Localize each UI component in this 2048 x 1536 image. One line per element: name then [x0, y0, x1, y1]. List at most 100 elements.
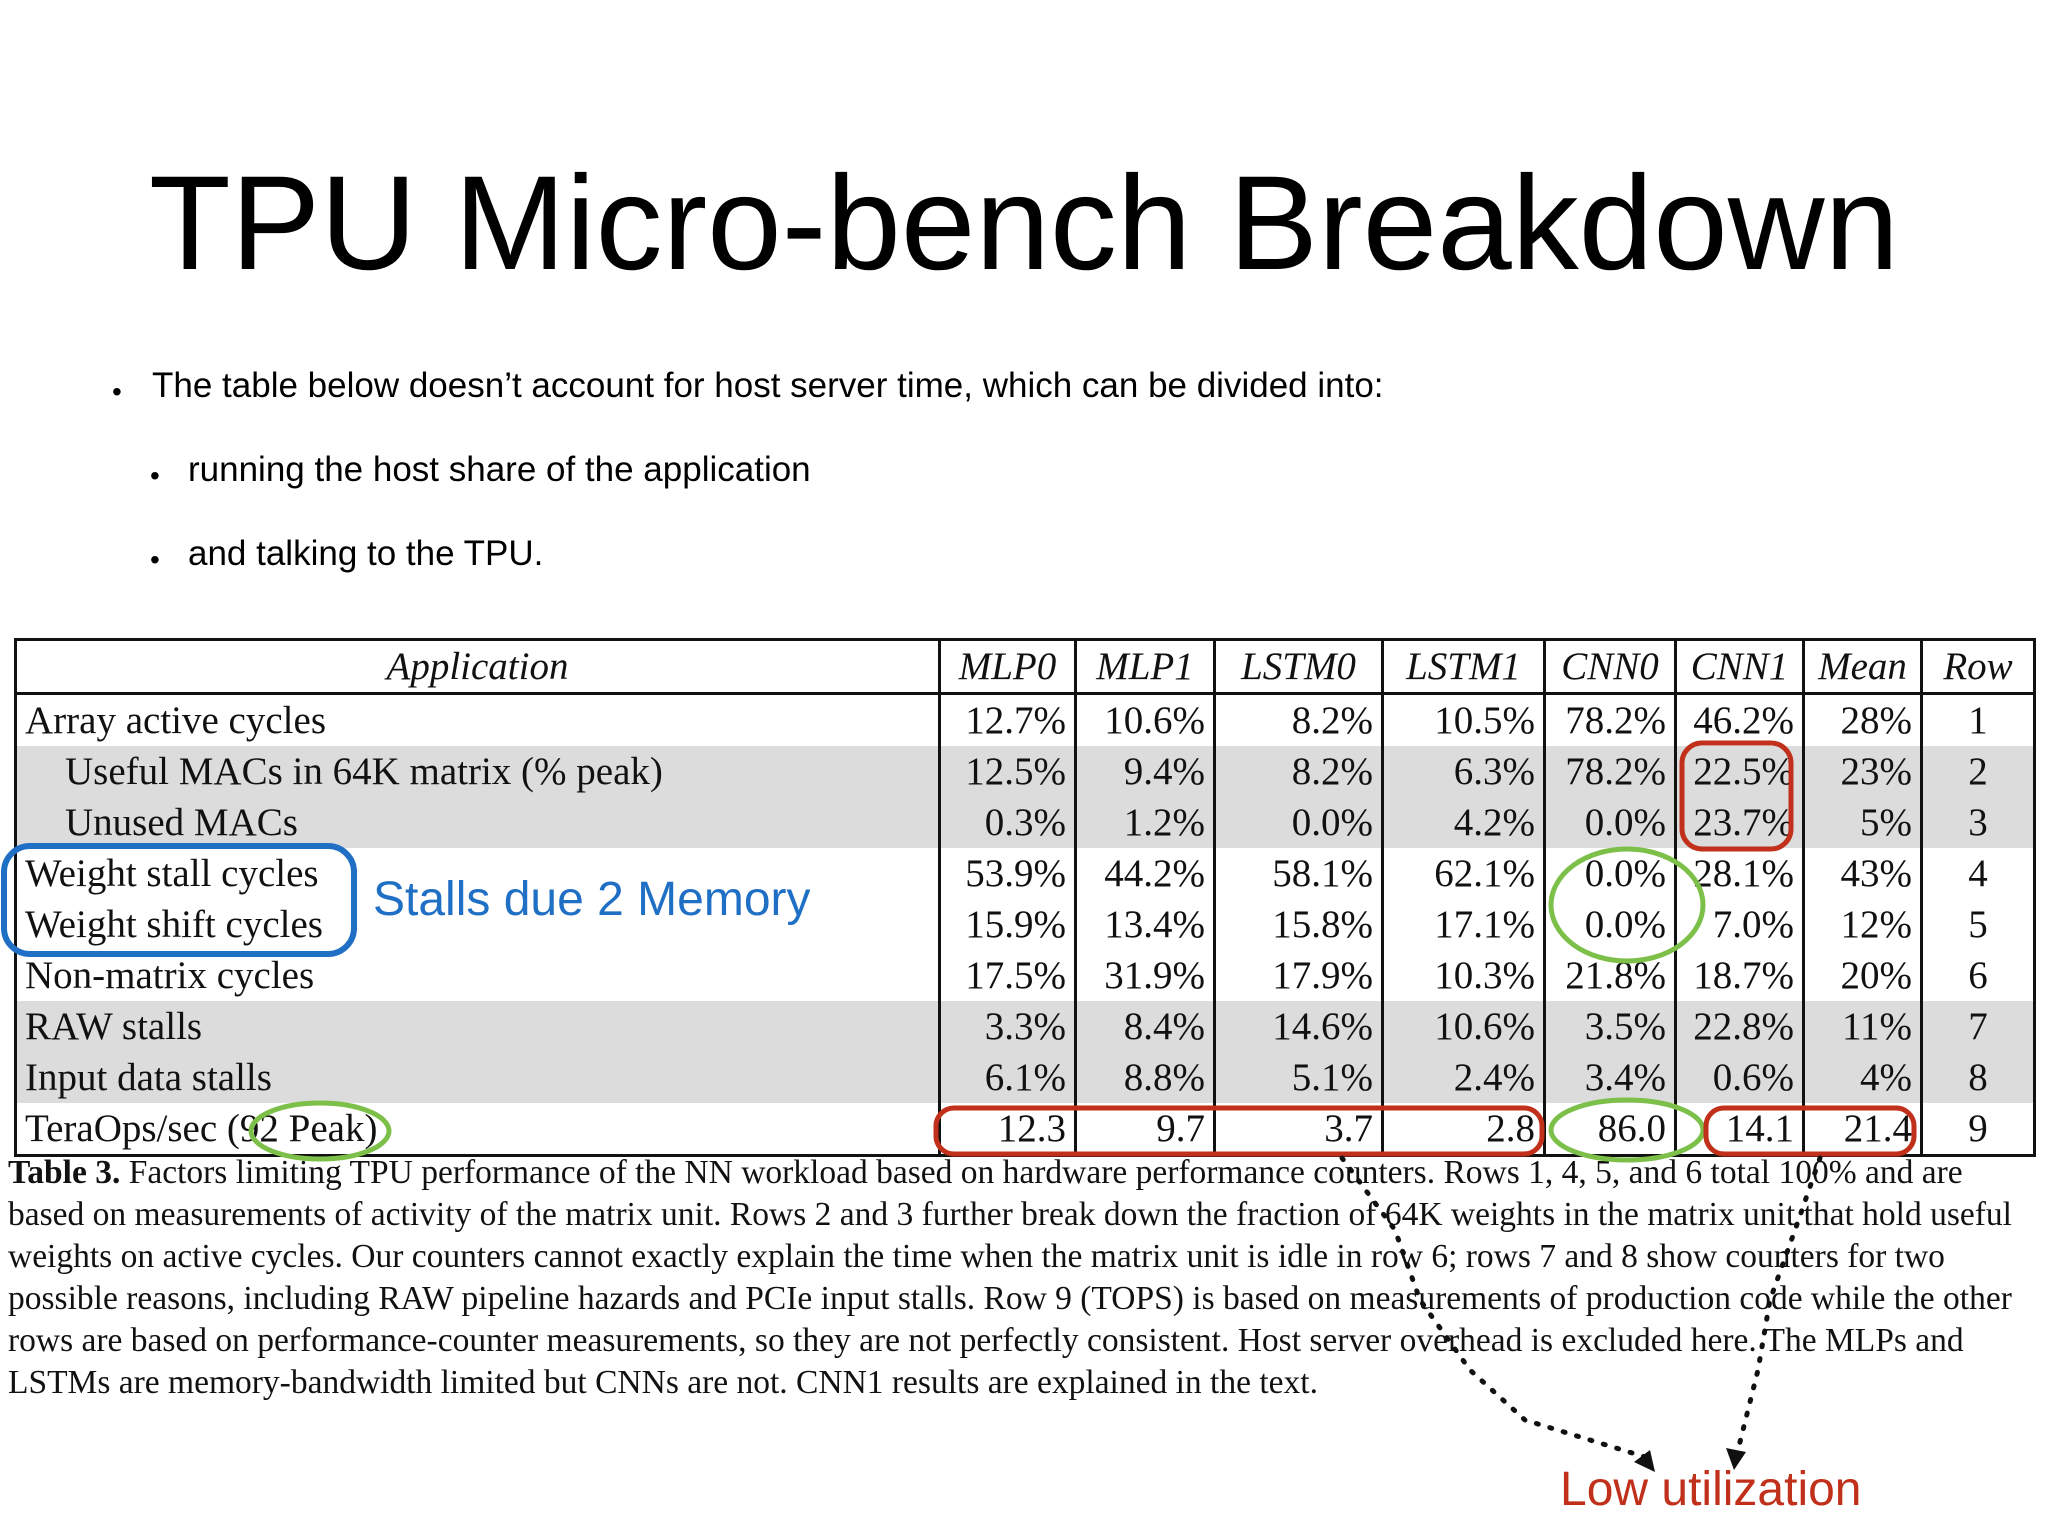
bullet-marker: •	[150, 460, 160, 491]
col-header-mlp0: MLP0	[938, 638, 1077, 695]
caption-text: Factors limiting TPU performance of the …	[8, 1154, 2012, 1401]
col-header-cnn0: CNN0	[1543, 638, 1677, 695]
table-row: Weight stall cycles 53.9% 44.2% 58.1% 62.1% 0…	[14, 848, 2036, 899]
table-cell: 10.6%	[1381, 1001, 1546, 1052]
col-header-lstm1: LSTM1	[1381, 638, 1546, 695]
table-cell: 46.2%	[1674, 693, 1805, 746]
low-utilization-label: Low utilization	[1560, 1463, 1862, 1516]
table-cell: 0.0%	[1543, 899, 1677, 950]
table-cell: 14.6%	[1213, 1001, 1384, 1052]
table-cell: 11%	[1802, 1001, 1923, 1052]
table-cell: 22.5%	[1674, 746, 1805, 797]
table-cell: 12.3	[938, 1103, 1077, 1157]
table-row: Unused MACs 0.3% 1.2% 0.0% 4.2% 0.0% 23.7% 5% 3	[14, 797, 2036, 848]
table-cell: 12%	[1802, 899, 1923, 950]
bullet-marker: •	[112, 376, 122, 407]
table-cell: 6.3%	[1381, 746, 1546, 797]
table-cell: 28.1%	[1674, 848, 1805, 899]
bullet-marker: •	[150, 544, 160, 575]
table-cell: 13.4%	[1074, 899, 1216, 950]
bullet-2: running the host share of the applicatio…	[188, 450, 811, 489]
row-number: 2	[1920, 746, 2036, 797]
table-cell: 78.2%	[1543, 746, 1677, 797]
table-cell: 0.0%	[1213, 797, 1384, 848]
table-header-row: Application MLP0 MLP1 LSTM0 LSTM1 CNN0 C…	[14, 638, 2036, 695]
table-cell: 17.5%	[938, 950, 1077, 1001]
row-label: Non-matrix cycles	[14, 950, 941, 1001]
bullet-1: The table below doesn’t account for host…	[152, 366, 1384, 405]
row-number: 4	[1920, 848, 2036, 899]
row-number: 5	[1920, 899, 2036, 950]
row-number: 6	[1920, 950, 2036, 1001]
table-cell: 12.5%	[938, 746, 1077, 797]
row-number: 8	[1920, 1052, 2036, 1103]
dotted-arrow-left	[1339, 1155, 1658, 1463]
bullet-3: and talking to the TPU.	[188, 534, 544, 573]
table-cell: 10.3%	[1381, 950, 1546, 1001]
row-label: Unused MACs	[14, 797, 941, 848]
col-header-cnn1: CNN1	[1674, 638, 1805, 695]
table-cell: 31.9%	[1074, 950, 1216, 1001]
row-label: TeraOps/sec (92 Peak)	[14, 1103, 941, 1157]
performance-table: Application MLP0 MLP1 LSTM0 LSTM1 CNN0 C…	[14, 638, 2036, 1157]
blue-weight-cycles-box	[1, 843, 357, 957]
table-cell: 53.9%	[938, 848, 1077, 899]
table-cell: 6.1%	[938, 1052, 1077, 1103]
table-cell: 9.4%	[1074, 746, 1216, 797]
table-cell: 20%	[1802, 950, 1923, 1001]
green-cnn0-tops-ellipse	[1548, 1097, 1706, 1163]
green-peak-ellipse	[248, 1100, 392, 1162]
col-header-row: Row	[1920, 638, 2036, 695]
table-row: Weight shift cycles 15.9% 13.4% 15.8% 17.1% 0…	[14, 899, 2036, 950]
table-cell: 62.1%	[1381, 848, 1546, 899]
table-cell: 78.2%	[1543, 693, 1677, 746]
row-number: 1	[1920, 693, 2036, 746]
red-mlp-lstm-tops-box	[933, 1105, 1545, 1157]
table-cell: 58.1%	[1213, 848, 1384, 899]
row-label: Array active cycles	[14, 693, 941, 746]
table-row: TeraOps/sec (92 Peak) 12.3 9.7 3.7 2.8 86.0 14…	[14, 1103, 2036, 1157]
table-cell: 1.2%	[1074, 797, 1216, 848]
table-cell: 3.4%	[1543, 1052, 1677, 1103]
table-cell: 15.8%	[1213, 899, 1384, 950]
table-cell: 3.7	[1213, 1103, 1384, 1157]
row-label: Useful MACs in 64K matrix (% peak)	[14, 746, 941, 797]
table-cell: 18.7%	[1674, 950, 1805, 1001]
table-cell: 22.8%	[1674, 1001, 1805, 1052]
table-cell: 0.3%	[938, 797, 1077, 848]
table-cell: 44.2%	[1074, 848, 1216, 899]
red-cnn1-mean-tops-box	[1703, 1105, 1917, 1157]
table-cell: 17.1%	[1381, 899, 1546, 950]
dotted-arrow-right	[1735, 1155, 1823, 1453]
table-cell: 4.2%	[1381, 797, 1546, 848]
table-row: Input data stalls 6.1% 8.8% 5.1% 2.4% 3.4% 0.6…	[14, 1052, 2036, 1103]
table-cell: 3.5%	[1543, 1001, 1677, 1052]
col-header-mean: Mean	[1802, 638, 1923, 695]
table-row: Useful MACs in 64K matrix (% peak) 12.5% 9…	[14, 746, 2036, 797]
arrowhead-left	[1634, 1450, 1655, 1472]
table-cell: 10.6%	[1074, 693, 1216, 746]
table-row: RAW stalls 3.3% 8.4% 14.6% 10.6% 3.5% 22.8% 11%…	[14, 1001, 2036, 1052]
col-header-mlp1: MLP1	[1074, 638, 1216, 695]
table-cell: 3.3%	[938, 1001, 1077, 1052]
row-number: 7	[1920, 1001, 2036, 1052]
table-cell: 0.0%	[1543, 797, 1677, 848]
row-label: RAW stalls	[14, 1001, 941, 1052]
slide-title: TPU Micro-bench Breakdown	[148, 149, 1900, 298]
red-cnn1-macs-box	[1679, 740, 1794, 852]
row-label: Weight shift cycles	[14, 899, 941, 950]
table-cell: 2.4%	[1381, 1052, 1546, 1103]
table-row: Non-matrix cycles 17.5% 31.9% 17.9% 10.3% 21.…	[14, 950, 2036, 1001]
table-cell: 0.6%	[1674, 1052, 1805, 1103]
row-number: 9	[1920, 1103, 2036, 1157]
table-cell: 8.8%	[1074, 1052, 1216, 1103]
row-number: 3	[1920, 797, 2036, 848]
table-row: Array active cycles 12.7% 10.6% 8.2% 10.5% 78…	[14, 693, 2036, 746]
arrowhead-right	[1726, 1448, 1746, 1470]
table-cell: 28%	[1802, 693, 1923, 746]
row-label: Input data stalls	[14, 1052, 941, 1103]
table-cell: 8.2%	[1213, 746, 1384, 797]
table-cell: 4%	[1802, 1052, 1923, 1103]
table-cell: 23%	[1802, 746, 1923, 797]
